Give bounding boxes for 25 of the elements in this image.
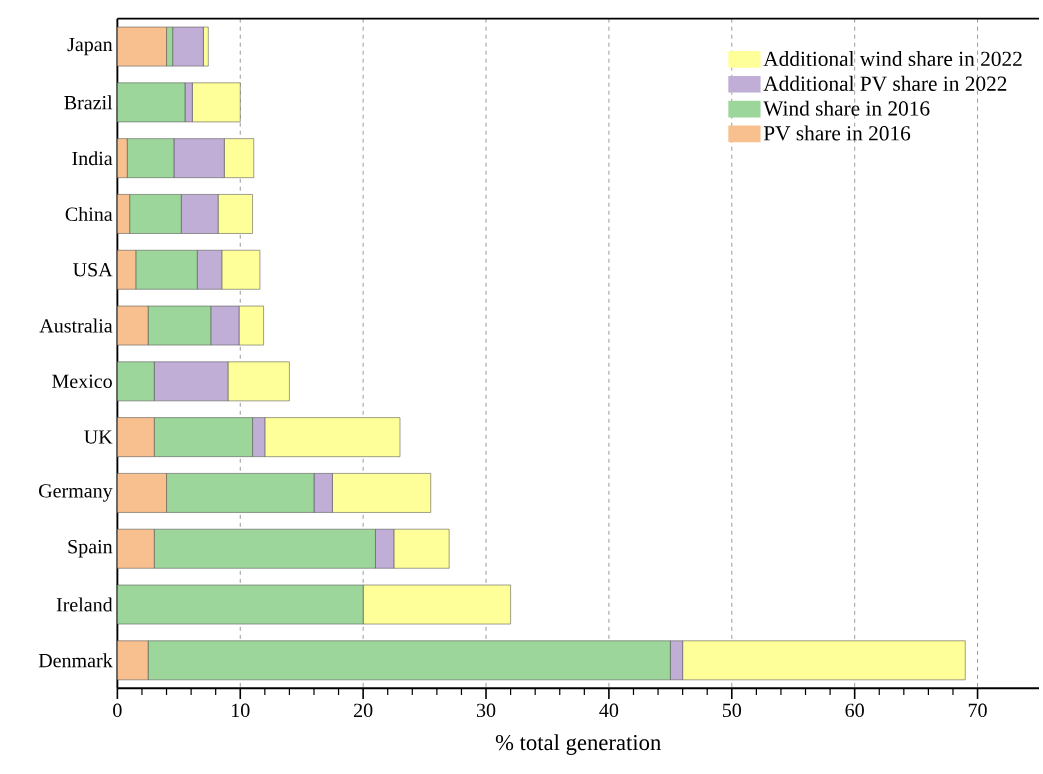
y-tick-label: Mexico [52,374,112,389]
x-tick-label: 20 [354,703,373,718]
y-tick-label: Germany [39,484,113,502]
x-tick-label: 70 [968,703,987,718]
y-tick-label: Denmark [38,653,113,668]
x-tick-label: 0 [113,703,122,718]
y-tick-label: Japan [67,38,113,56]
y-tick-label: Australia [39,318,113,333]
x-tick-label: 50 [722,703,742,718]
y-tick-label: USA [73,263,113,277]
x-tick-label: 10 [232,703,250,718]
y-tick-label: Spain [68,540,113,558]
legend-label: Additional PV share in 2022 [763,76,1007,92]
legend-label: Additional wind share in 2022 [763,51,1022,67]
y-tick-label: Brazil [64,95,113,110]
y-tick-label: UK [84,430,113,444]
x-tick-label: 60 [845,703,864,718]
y-tick-label: China [65,207,113,222]
x-axis-title: % total generation [495,734,661,756]
legend-label: Wind share in 2016 [763,100,930,117]
x-tick-label: 30 [476,703,496,718]
y-tick-label: Ireland [56,597,113,612]
y-tick-label: India [72,151,113,166]
x-tick-label: 40 [599,703,619,718]
legend-label: PV share in 2016 [763,125,911,141]
